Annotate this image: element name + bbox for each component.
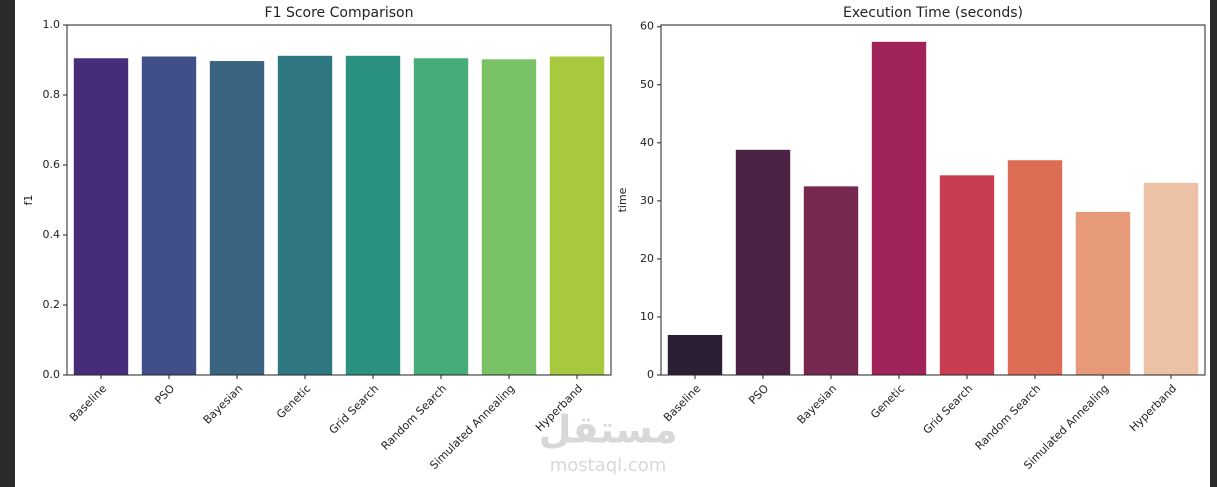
- y-axis-label: f1: [22, 195, 35, 206]
- y-tick-label: 30: [640, 194, 654, 207]
- axes-frame: [66, 24, 612, 376]
- y-tick-label: 50: [640, 78, 654, 91]
- y-tick-label: 0.2: [43, 298, 61, 311]
- y-tick-label: 20: [640, 252, 654, 265]
- y-tick-label: 0.6: [43, 158, 61, 171]
- watermark-arabic: مستقل: [539, 408, 678, 452]
- chart-title: F1 Score Comparison: [265, 5, 414, 21]
- bar: [277, 55, 333, 376]
- axes-frame: [660, 24, 1206, 376]
- bar: [1007, 160, 1063, 375]
- y-tick-label: 60: [640, 20, 654, 33]
- bar: [735, 149, 791, 375]
- y-tick-label: 0.8: [43, 88, 61, 101]
- y-tick-label: 1.0: [43, 18, 61, 31]
- bar: [939, 175, 995, 375]
- y-tick-label: 0: [647, 368, 654, 381]
- y-tick-label: 10: [640, 310, 654, 323]
- y-tick-label: 40: [640, 136, 654, 149]
- watermark-latin: mostaql.com: [550, 455, 667, 476]
- bar: [803, 186, 859, 375]
- bar: [549, 56, 605, 375]
- bar: [209, 61, 265, 376]
- y-tick-label: 0.0: [43, 368, 61, 381]
- bar: [1143, 182, 1199, 375]
- bar: [667, 334, 723, 375]
- bar: [481, 59, 537, 376]
- y-tick-label: 0.4: [43, 228, 61, 241]
- y-axis-label: time: [616, 187, 629, 212]
- bar: [345, 55, 401, 376]
- bar: [1075, 211, 1131, 375]
- bar: [73, 58, 129, 375]
- bar: [413, 58, 469, 375]
- chart-title: Execution Time (seconds): [843, 5, 1023, 21]
- bar: [141, 56, 197, 375]
- bar: [871, 41, 927, 375]
